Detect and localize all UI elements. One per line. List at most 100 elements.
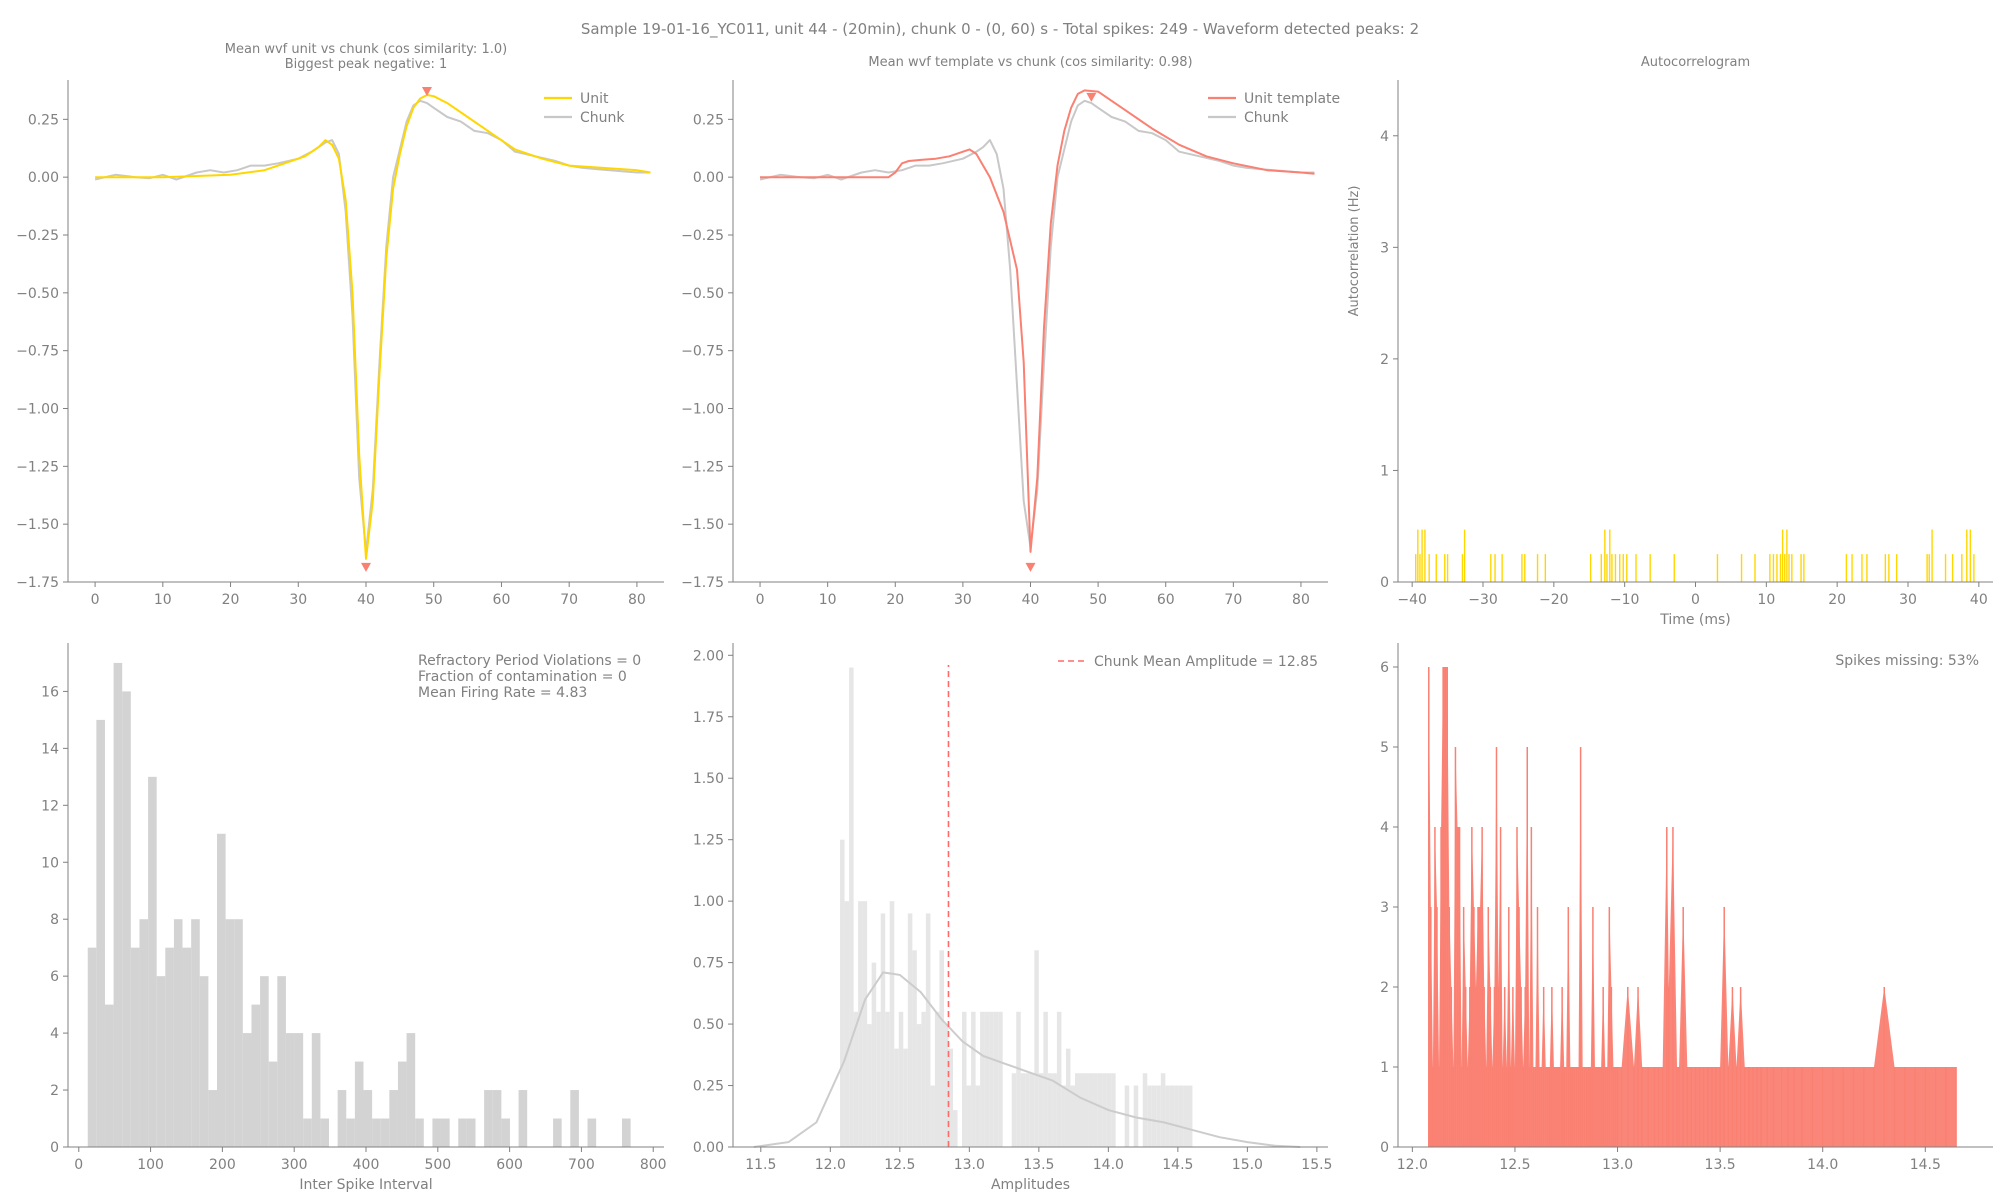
histogram-bar: [380, 1118, 390, 1147]
histogram-bar: [87, 947, 97, 1147]
missing-spikes-area: [1428, 667, 1957, 1147]
histogram-bar: [898, 1011, 904, 1147]
histogram-bar: [225, 919, 235, 1147]
y-tick-label: 1: [1380, 1060, 1389, 1076]
x-tick-label: 13.0: [1602, 1157, 1633, 1173]
histogram-bar: [182, 947, 192, 1147]
y-tick-label: 0.00: [693, 1140, 724, 1156]
histogram-bar: [260, 976, 269, 1147]
x-tick-label: 60: [1157, 592, 1175, 608]
histogram-bar: [871, 962, 877, 1147]
x-tick-label: 13.5: [1705, 1157, 1736, 1173]
y-tick-label: 4: [1380, 129, 1389, 145]
y-tick-label: −0.25: [681, 228, 724, 244]
histogram-bar: [1070, 1085, 1075, 1147]
isi-stats-text: Mean Firing Rate = 4.83: [418, 685, 587, 701]
histogram-bar: [484, 1090, 493, 1147]
histogram-bar: [840, 839, 845, 1147]
histogram-bar: [880, 913, 886, 1147]
y-tick-label: 1.25: [693, 833, 724, 849]
x-tick-label: 12.5: [1499, 1157, 1530, 1173]
series-line-unit: [95, 94, 651, 560]
y-tick-label: 4: [1380, 820, 1389, 836]
x-tick-label: 13.0: [954, 1157, 985, 1173]
x-tick-label: −40: [1397, 592, 1427, 608]
peak-marker: [421, 87, 432, 97]
y-tick-label: 5: [1380, 740, 1389, 756]
x-tick-label: 14.0: [1807, 1157, 1838, 1173]
legend-entry: Chunk Mean Amplitude = 12.85: [1094, 654, 1318, 670]
y-tick-label: 0: [1380, 575, 1389, 591]
series-line-chunk: [759, 99, 1315, 549]
peak-marker: [1025, 562, 1036, 572]
axes-title: Mean wvf unit vs chunk (cos similarity: …: [225, 42, 507, 57]
histogram-bar: [907, 913, 913, 1147]
histogram-bar: [113, 662, 123, 1147]
histogram-bar: [363, 1090, 373, 1147]
y-tick-label: −1.25: [16, 459, 59, 475]
spikes-missing-text: Spikes missing: 53%: [1835, 653, 1979, 669]
x-tick-label: 70: [1224, 592, 1242, 608]
histogram-bar: [1102, 1073, 1107, 1147]
histogram-bar: [943, 1024, 949, 1147]
histogram-bar: [984, 1011, 990, 1147]
histogram-bar: [1097, 1073, 1103, 1147]
histogram-bar: [234, 919, 243, 1147]
y-tick-label: −0.50: [681, 286, 724, 302]
histogram-bar: [242, 1033, 252, 1147]
histogram-bar: [1183, 1085, 1188, 1147]
y-tick-label: 0.25: [693, 1079, 724, 1095]
histogram-bar: [1016, 1011, 1021, 1147]
x-tick-label: 13.5: [1023, 1157, 1054, 1173]
histogram-bar: [867, 1024, 872, 1147]
histogram-bar: [1174, 1085, 1179, 1147]
histogram-bar: [930, 1085, 935, 1147]
x-tick-label: 60: [493, 592, 511, 608]
x-tick-label: 40: [1022, 592, 1040, 608]
histogram-bar: [389, 1090, 398, 1147]
histogram-bar: [980, 1011, 985, 1147]
histogram-bar: [199, 976, 209, 1147]
x-tick-label: 14.5: [1910, 1157, 1941, 1173]
y-tick-label: 8: [50, 912, 59, 928]
histogram-bar: [925, 913, 931, 1147]
x-tick-label: 80: [628, 592, 646, 608]
histogram-bar: [346, 1118, 355, 1147]
histogram-bar: [912, 950, 917, 1147]
y-tick-label: 0.25: [28, 112, 59, 128]
histogram-bar: [889, 901, 895, 1147]
y-tick-label: −1.75: [681, 575, 724, 591]
x-tick-label: 0: [756, 592, 765, 608]
y-tick-label: −1.50: [16, 517, 59, 533]
histogram-bar: [406, 1033, 416, 1147]
histogram-bar: [104, 1004, 114, 1147]
histogram-bar: [587, 1118, 597, 1147]
x-tick-label: 300: [281, 1157, 308, 1173]
histogram-bar: [432, 1118, 442, 1147]
y-tick-label: 6: [1380, 660, 1389, 676]
histogram-bar: [975, 1085, 981, 1147]
y-tick-label: 12: [41, 798, 59, 814]
x-tick-label: 10: [1757, 592, 1775, 608]
histogram-bar: [962, 1011, 967, 1147]
legend-entry: Unit: [580, 91, 609, 107]
histogram-bar: [1169, 1085, 1175, 1147]
y-tick-label: 3: [1380, 900, 1389, 916]
y-tick-label: −1.00: [16, 401, 59, 417]
x-tick-label: 70: [560, 592, 578, 608]
y-tick-label: 2.00: [693, 648, 724, 664]
legend-entry: Chunk: [580, 110, 625, 126]
x-tick-label: 40: [357, 592, 375, 608]
histogram-bar: [916, 1024, 922, 1147]
histogram-bar: [1084, 1073, 1089, 1147]
histogram-bar: [1043, 1011, 1048, 1147]
x-tick-label: 20: [1828, 592, 1846, 608]
histogram-bar: [1151, 1085, 1157, 1147]
histogram-bar: [849, 667, 854, 1147]
histogram-bar: [191, 919, 200, 1147]
x-tick-label: 10: [819, 592, 837, 608]
histogram-bar: [173, 919, 183, 1147]
histogram-bar: [1165, 1085, 1170, 1147]
histogram-bar: [903, 1048, 908, 1147]
histogram-bar: [148, 776, 157, 1147]
